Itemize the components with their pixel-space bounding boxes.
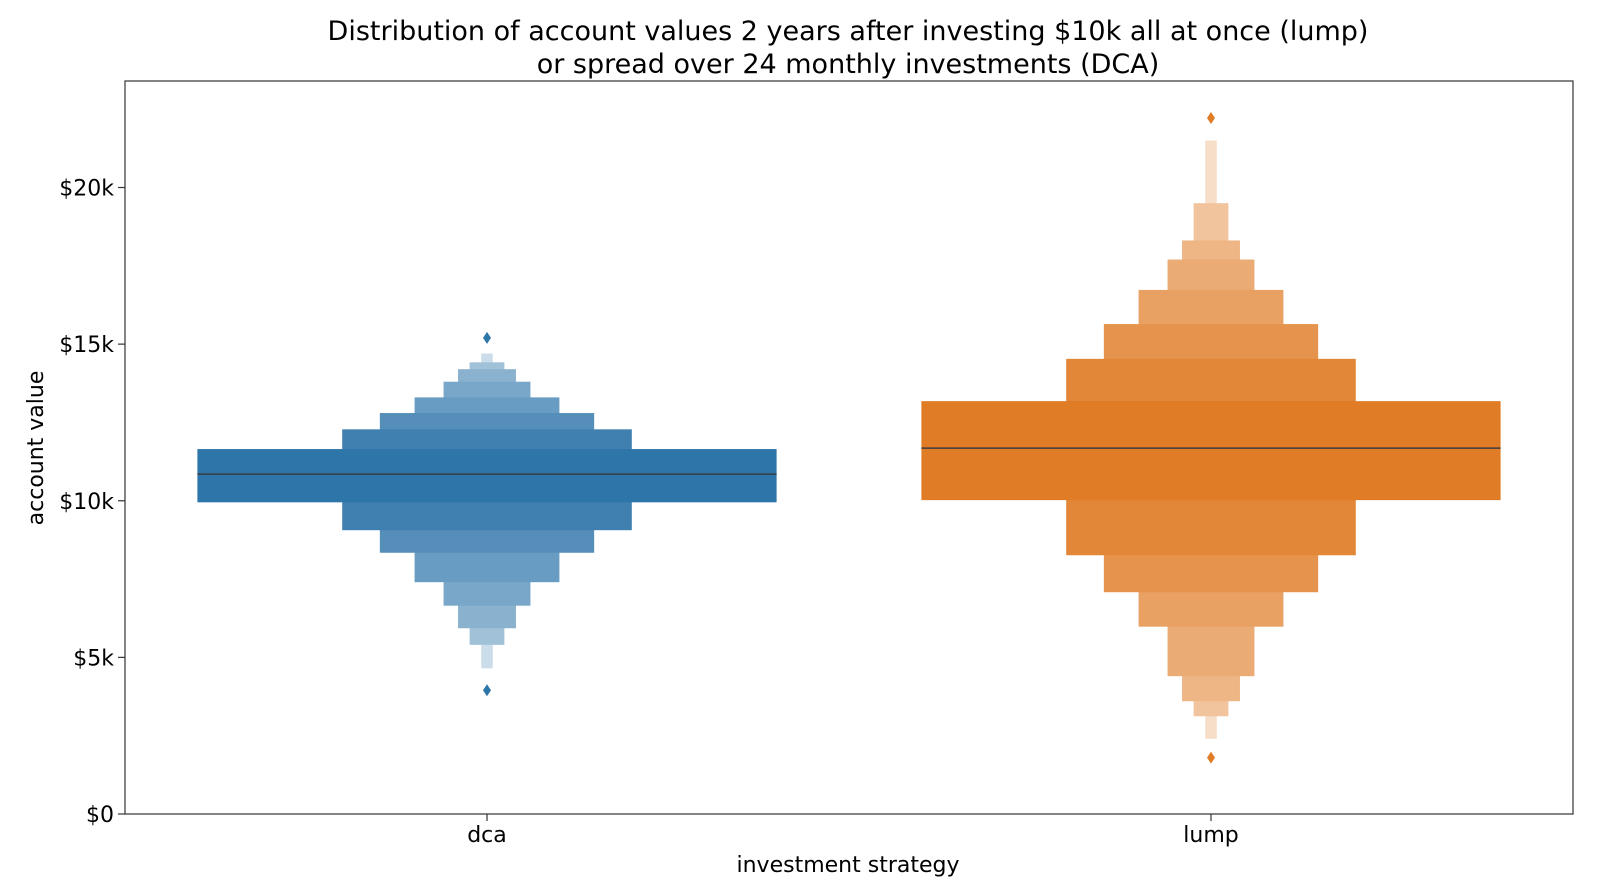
y-tick-label: $0 [86, 803, 114, 828]
x-axis-label: investment strategy [737, 853, 960, 878]
lump-outlier-point-1 [1207, 751, 1215, 764]
dca-letter-value-box-1 [197, 449, 777, 503]
y-axis: $0 $5k $10k $15k $20k [59, 177, 125, 828]
lump-letter-value-box-1 [921, 401, 1501, 501]
x-axis: dca lump [467, 814, 1239, 848]
dca-outlier-point-1 [483, 684, 491, 697]
x-tick-label-dca: dca [467, 823, 507, 848]
dca-outlier-point-2 [483, 331, 491, 344]
y-axis-label: account value [24, 371, 49, 526]
y-tick-label: $20k [59, 177, 114, 202]
chart-title-line-1: Distribution of account values 2 years a… [328, 16, 1369, 47]
y-tick-label: $15k [59, 333, 114, 358]
plot-area-frame [124, 80, 1574, 815]
y-tick-label: $5k [73, 646, 114, 671]
chart-title: Distribution of account values 2 years a… [328, 16, 1369, 80]
lump-outlier-point-2 [1207, 111, 1215, 124]
y-tick-label: $10k [59, 490, 114, 515]
plot-marks [197, 111, 1501, 764]
chart-title-line-2: or spread over 24 monthly investments (D… [537, 49, 1160, 80]
x-tick-label-lump: lump [1183, 823, 1238, 848]
